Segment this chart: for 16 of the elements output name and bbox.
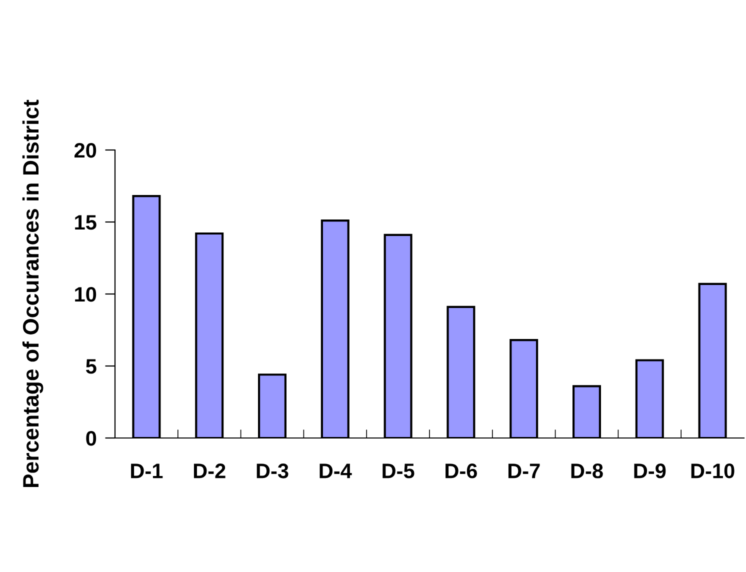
x-tick-label: D-10 bbox=[691, 464, 734, 478]
y-tick-label: 10 bbox=[75, 287, 96, 302]
y-tick-label: 0 bbox=[86, 431, 96, 446]
x-tick-label: D-6 bbox=[446, 464, 477, 478]
x-tick-label: D-3 bbox=[256, 464, 288, 478]
x-tick-label: D-9 bbox=[634, 464, 666, 478]
y-tick-label: 20 bbox=[74, 143, 96, 158]
x-tick-label: D-4 bbox=[320, 464, 352, 478]
y-tick-label: 5 bbox=[86, 359, 96, 374]
x-tick-label: D-1 bbox=[131, 464, 163, 478]
x-tick-label: D-2 bbox=[194, 464, 226, 478]
x-tick-label: D-8 bbox=[571, 464, 603, 478]
x-tick-label: D-7 bbox=[508, 464, 540, 478]
y-axis-title: Percentage of Occurances in District bbox=[22, 100, 44, 488]
x-tick-label: D-5 bbox=[382, 464, 414, 478]
y-tick-label: 15 bbox=[75, 215, 96, 230]
